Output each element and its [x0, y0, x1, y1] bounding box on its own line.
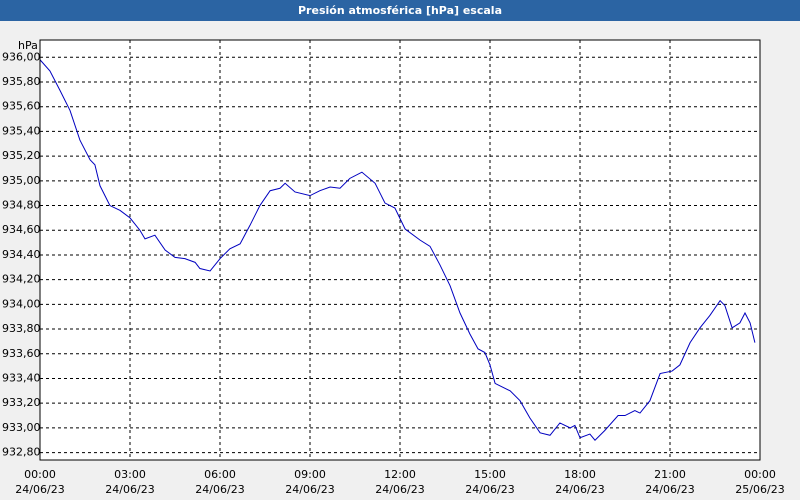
x-tick-label: 00:00	[744, 468, 776, 481]
x-tick-date: 24/06/23	[15, 483, 64, 496]
y-tick-label: 935,20	[2, 149, 41, 162]
plot-border	[39, 39, 761, 461]
y-tick-label: 935,80	[2, 75, 41, 88]
x-tick-label: 06:00	[204, 468, 236, 481]
pressure-line	[39, 59, 756, 441]
x-tick-label: 00:00	[24, 468, 56, 481]
chart-title: Presión atmosférica [hPa] escala	[298, 4, 502, 17]
y-tick-label: 933,00	[2, 421, 41, 434]
y-tick-label: 934,80	[2, 199, 41, 212]
x-tick-label: 15:00	[474, 468, 506, 481]
y-tick-label: 935,00	[2, 174, 41, 187]
y-tick-label: 934,00	[2, 297, 41, 310]
title-bar	[0, 0, 800, 21]
x-tick-date: 24/06/23	[105, 483, 154, 496]
x-tick-date: 24/06/23	[195, 483, 244, 496]
x-tick-date: 24/06/23	[465, 483, 514, 496]
x-tick-date: 25/06/23	[735, 483, 784, 496]
y-tick-label: 936,00	[2, 50, 41, 63]
y-tick-label: 933,40	[2, 371, 41, 384]
x-tick-label: 18:00	[564, 468, 596, 481]
y-tick-label: 933,80	[2, 322, 41, 335]
x-tick-label: 09:00	[294, 468, 326, 481]
x-tick-date: 24/06/23	[645, 483, 694, 496]
y-tick-label: 933,60	[2, 347, 41, 360]
y-tick-label: 933,20	[2, 396, 41, 409]
y-unit: hPa	[18, 39, 38, 52]
y-tick-label: 934,40	[2, 248, 41, 261]
y-tick-label: 935,40	[2, 124, 41, 137]
y-tick-label: 935,60	[2, 100, 41, 113]
x-tick-date: 24/06/23	[555, 483, 604, 496]
x-tick-label: 12:00	[384, 468, 416, 481]
x-tick-date: 24/06/23	[285, 483, 334, 496]
x-tick-date: 24/06/23	[375, 483, 424, 496]
y-tick-label: 934,60	[2, 223, 41, 236]
x-tick-label: 21:00	[654, 468, 686, 481]
x-tick-label: 03:00	[114, 468, 146, 481]
y-tick-label: 934,20	[2, 273, 41, 286]
y-tick-label: 932,80	[2, 446, 41, 459]
